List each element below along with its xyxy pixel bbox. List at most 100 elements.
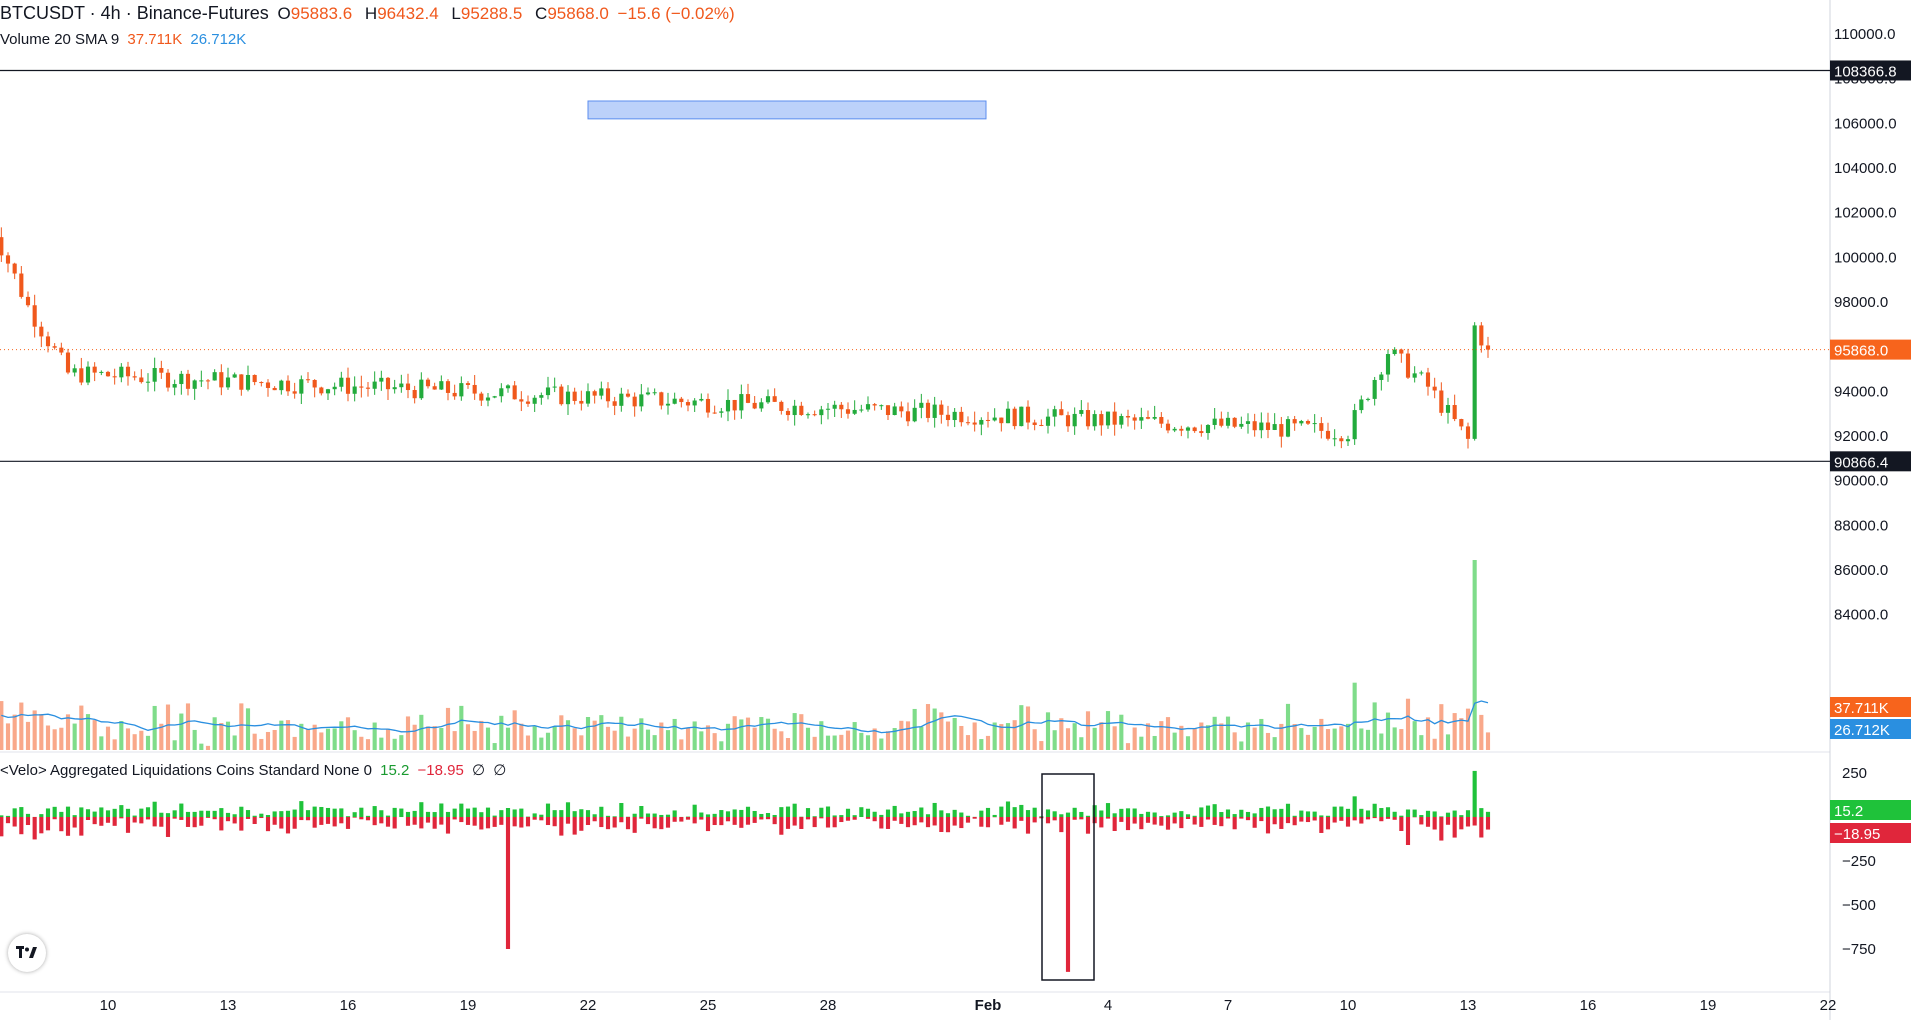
- liq-legend-name[interactable]: <Velo> Aggregated Liquidations Coins Sta…: [0, 762, 372, 779]
- candle-body: [533, 398, 537, 404]
- volume-bar: [459, 706, 463, 750]
- candle-body: [1199, 431, 1203, 433]
- liq-short-bar: [939, 817, 943, 832]
- liq-short-bar: [593, 817, 597, 821]
- liq-long-bar: [113, 809, 117, 817]
- liq-long-bar: [119, 805, 123, 817]
- liq-long-bar: [1186, 814, 1190, 817]
- volume-bar: [906, 721, 910, 750]
- candle-body: [406, 384, 410, 390]
- liq-long-bar: [1286, 804, 1290, 817]
- volume-legend-name[interactable]: Volume 20 SMA 9: [0, 31, 119, 48]
- liq-long-bar: [939, 810, 943, 817]
- liq-long-bar: [19, 807, 23, 817]
- liq-long-bar: [233, 814, 237, 817]
- volume-bar: [1219, 723, 1223, 750]
- volume-bar: [199, 744, 203, 750]
- liq-long-bar: [1459, 815, 1463, 817]
- liq-long-bar: [879, 815, 883, 817]
- symbol-title[interactable]: BTCUSDT · 4h · Binance-Futures: [0, 3, 269, 23]
- liquidation-bars: [0, 771, 1490, 972]
- liq-long-bar: [599, 807, 603, 817]
- liq-short-bar: [1213, 817, 1217, 825]
- candle-body: [233, 374, 237, 377]
- volume-bar: [919, 727, 923, 750]
- candle-body: [259, 382, 263, 383]
- liq-long-bar: [673, 810, 677, 817]
- liq-long-bar: [1373, 804, 1377, 817]
- liq-short-bar: [406, 817, 410, 826]
- candle-body: [1279, 424, 1283, 437]
- volume-bar: [793, 713, 797, 750]
- liq-short-bar: [386, 817, 390, 827]
- candle-body: [393, 387, 397, 389]
- liq-short-bar: [46, 817, 50, 830]
- liq-short-bar: [999, 817, 1003, 825]
- volume-bar: [386, 729, 390, 750]
- volume-bar: [1446, 734, 1450, 750]
- liq-long-bar: [186, 812, 190, 817]
- volume-bar: [66, 714, 70, 750]
- volume-bar: [559, 715, 563, 750]
- candle-body: [699, 399, 703, 401]
- liq-short-bar: [6, 817, 10, 823]
- volume-bar: [1153, 736, 1157, 750]
- liq-short-bar: [253, 817, 257, 824]
- candle-body: [546, 387, 550, 395]
- volume-bar: [619, 717, 623, 750]
- candle-body: [1473, 325, 1477, 438]
- volume-bar: [1086, 711, 1090, 750]
- tradingview-logo-icon[interactable]: [8, 934, 46, 972]
- time-axis-label: 22: [1820, 997, 1837, 1014]
- candle-body: [453, 393, 457, 396]
- liq-short-bar: [19, 817, 23, 834]
- liq-short-bar: [1179, 817, 1183, 828]
- liq-short-bar: [353, 817, 357, 818]
- liq-short-bar: [1246, 817, 1250, 820]
- liq-tick-label: −750: [1842, 941, 1876, 958]
- candle-body: [1319, 423, 1323, 431]
- liq-short-bar: [733, 817, 737, 825]
- volume-bar: [1046, 712, 1050, 750]
- candle-body: [613, 401, 617, 406]
- liq-short-bar: [126, 817, 130, 833]
- volume-bar: [139, 731, 143, 750]
- volume-bar: [53, 729, 57, 750]
- liq-short-bar: [1359, 817, 1363, 824]
- volume-bar: [379, 738, 383, 750]
- liq-legend-long: 15.2: [380, 762, 409, 779]
- liq-short-bar: [1186, 817, 1190, 819]
- volume-bar: [713, 733, 717, 750]
- candle-body: [846, 409, 850, 414]
- liq-long-bar: [1233, 814, 1237, 817]
- liq-short-bar: [326, 817, 330, 824]
- liq-short-bar: [53, 817, 57, 819]
- liq-short-bar: [233, 817, 237, 823]
- candle-body: [326, 389, 330, 393]
- volume-bar: [799, 714, 803, 750]
- liq-long-bar: [439, 803, 443, 817]
- volume-bar: [1119, 715, 1123, 750]
- liq-short-bar: [1173, 817, 1177, 823]
- candle-body: [166, 373, 170, 388]
- candle-body: [1026, 407, 1030, 423]
- liq-long-bar: [379, 810, 383, 817]
- candle-body: [733, 400, 737, 410]
- liq-long-bar: [1193, 816, 1197, 817]
- liq-long-bar: [73, 815, 77, 817]
- liq-long-bar: [653, 814, 657, 817]
- volume-bar: [1433, 739, 1437, 750]
- liq-long-bar: [459, 804, 463, 817]
- volume-bar: [1066, 728, 1070, 750]
- liq-short-bar: [946, 817, 950, 832]
- sma-value-tag: 26.712K: [1834, 722, 1890, 739]
- candle-body: [1433, 387, 1437, 391]
- resistance-zone[interactable]: [588, 101, 986, 119]
- liq-short-bar: [106, 817, 110, 823]
- liq-short-bar: [526, 817, 530, 826]
- liq-long-bar: [1326, 816, 1330, 817]
- liq-short-bar: [1239, 817, 1243, 819]
- candle-body: [626, 394, 630, 397]
